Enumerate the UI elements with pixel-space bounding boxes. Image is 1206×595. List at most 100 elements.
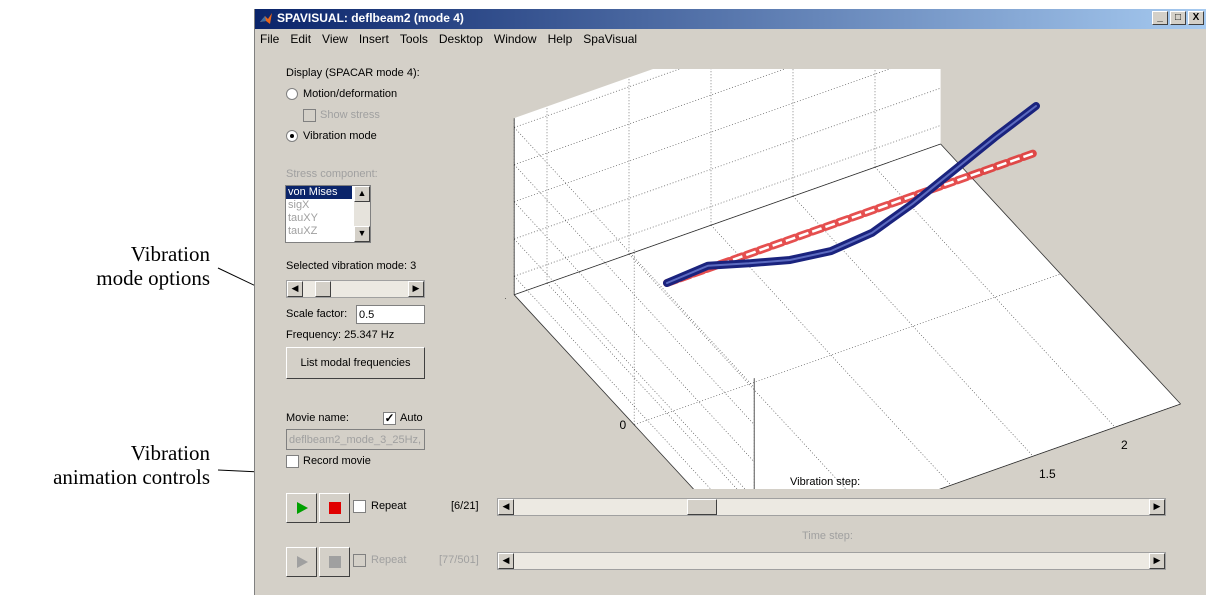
annotation-line: Vibration <box>130 242 210 266</box>
time-play-button[interactable] <box>286 547 317 577</box>
axis-line <box>513 294 695 489</box>
vibration-step-slider[interactable]: ◀ ▶ <box>497 498 1166 516</box>
grid-line <box>514 69 786 165</box>
time-left-icon[interactable]: ◀ <box>498 553 514 569</box>
display-heading: Display (SPACAR mode 4): <box>286 67 420 79</box>
stress-listbox[interactable]: von Mises sigX tauXY tauXZ ▲ ▼ <box>285 185 371 243</box>
auto-label: Auto <box>400 412 423 424</box>
time-repeat-label: Repeat <box>371 554 407 566</box>
maximize-button[interactable]: □ <box>1170 11 1186 25</box>
vibration-mode-beam-highlight <box>666 105 1037 284</box>
motion-radio[interactable] <box>286 88 298 100</box>
time-step-counter: [77/501] <box>439 554 479 566</box>
scroll-down-icon[interactable]: ▼ <box>354 226 370 242</box>
play-icon <box>296 502 308 514</box>
vibration-label: Vibration mode <box>303 130 377 142</box>
vibration-radio[interactable] <box>286 130 298 142</box>
time-stop-button[interactable] <box>319 547 350 577</box>
slider-left-icon[interactable]: ◀ <box>287 281 303 297</box>
step-right-icon[interactable]: ▶ <box>1149 499 1165 515</box>
play-button[interactable] <box>286 493 317 523</box>
annotation-line: animation controls <box>53 465 210 489</box>
scale-label: Scale factor: <box>286 308 348 320</box>
step-thumb[interactable] <box>687 499 718 515</box>
motion-label: Motion/deformation <box>303 88 398 100</box>
grid-line <box>513 127 755 388</box>
list-item[interactable]: tauXZ <box>288 225 318 237</box>
annotation-vibration-mode: Vibration mode options <box>40 242 210 290</box>
vibration-repeat-checkbox[interactable] <box>353 500 366 513</box>
menu-view[interactable]: View <box>322 32 348 46</box>
frequency-label: Frequency: 25.347 Hz <box>286 329 395 341</box>
window-buttons: _ □ X <box>1152 11 1204 25</box>
vibration-repeat-label: Repeat <box>371 500 407 512</box>
list-item[interactable]: von Mises <box>286 186 352 199</box>
menu-file[interactable]: File <box>260 32 280 46</box>
slider-right-icon[interactable]: ▶ <box>408 281 424 297</box>
annotation-line: mode options <box>96 266 210 290</box>
time-repeat-checkbox[interactable] <box>353 554 366 567</box>
time-step-heading: Time step: <box>802 530 853 542</box>
scroll-up-icon[interactable]: ▲ <box>354 186 370 202</box>
show-stress-checkbox[interactable] <box>303 109 316 122</box>
menu-spavisual[interactable]: SpaVisual <box>583 32 638 46</box>
annotation-line: Vibration <box>130 441 210 465</box>
grid-line <box>792 195 1034 457</box>
floor-panel <box>514 144 1181 489</box>
play-icon <box>296 556 308 568</box>
grid-line <box>514 69 891 203</box>
step-left-icon[interactable]: ◀ <box>498 499 514 515</box>
grid-line <box>710 224 952 486</box>
menu-help[interactable]: Help <box>547 32 573 46</box>
list-item[interactable]: tauXY <box>288 212 318 224</box>
menu-bar: File Edit View Insert Tools Desktop Wind… <box>255 30 1206 48</box>
menu-desktop[interactable]: Desktop <box>438 32 483 46</box>
stop-icon <box>328 556 341 568</box>
matlab-icon <box>260 13 272 24</box>
menu-window[interactable]: Window <box>493 32 537 46</box>
movie-name-input[interactable] <box>286 429 425 450</box>
grid-line <box>513 238 746 489</box>
selected-mode-label: Selected vibration mode: 3 <box>286 260 417 272</box>
y-tick-label: 0 <box>620 418 627 432</box>
time-right-icon[interactable]: ▶ <box>1149 553 1165 569</box>
list-frequencies-button[interactable]: List modal frequencies <box>286 347 425 379</box>
record-movie-checkbox[interactable] <box>286 455 299 468</box>
grid-line <box>513 164 755 425</box>
auto-checkbox[interactable]: ✓ <box>383 411 396 425</box>
grid-line <box>513 201 755 463</box>
axis-line <box>939 403 1181 489</box>
movie-name-label: Movie name: <box>286 412 349 424</box>
time-step-slider[interactable]: ◀ ▶ <box>497 552 1166 570</box>
beam-3d-plot[interactable]: 00.511.520.20-0.2-0.4-0.60.10-0.1 <box>505 69 1205 489</box>
grid-line <box>514 87 941 240</box>
menu-insert[interactable]: Insert <box>358 32 389 46</box>
stress-heading: Stress component: <box>286 168 378 180</box>
title-bar[interactable]: SPAVISUAL: deflbeam2 (mode 4) _ □ X <box>255 9 1206 29</box>
x-tick-label: 1.5 <box>1039 467 1056 481</box>
stop-icon <box>328 502 341 514</box>
record-movie-label: Record movie <box>303 455 371 467</box>
close-button[interactable]: X <box>1188 11 1204 25</box>
menu-edit[interactable]: Edit <box>290 32 312 46</box>
list-item[interactable]: sigX <box>288 199 310 211</box>
menu-tools[interactable]: Tools <box>399 32 428 46</box>
slider-thumb[interactable] <box>315 281 331 297</box>
y-tick-label: 0.1 <box>505 288 507 302</box>
grid-line <box>628 253 847 489</box>
grid-line <box>514 69 681 128</box>
stop-button[interactable] <box>319 493 350 523</box>
scale-factor-input[interactable] <box>356 305 425 324</box>
window-title: SPAVISUAL: deflbeam2 (mode 4) <box>277 11 464 25</box>
grid-line <box>514 125 941 277</box>
axis-line <box>514 143 941 296</box>
grid-line <box>634 273 1061 426</box>
annotation-animation-controls: Vibration animation controls <box>0 441 210 489</box>
grid-line <box>874 166 1116 428</box>
vibration-step-heading: Vibration step: <box>790 476 861 488</box>
spavisual-window: SPAVISUAL: deflbeam2 (mode 4) _ □ X File… <box>254 9 1206 595</box>
minimize-button[interactable]: _ <box>1152 11 1168 25</box>
mode-slider[interactable]: ◀ ▶ <box>286 280 425 298</box>
axis-line <box>940 143 1181 405</box>
x-tick-label: 2 <box>1121 438 1128 452</box>
